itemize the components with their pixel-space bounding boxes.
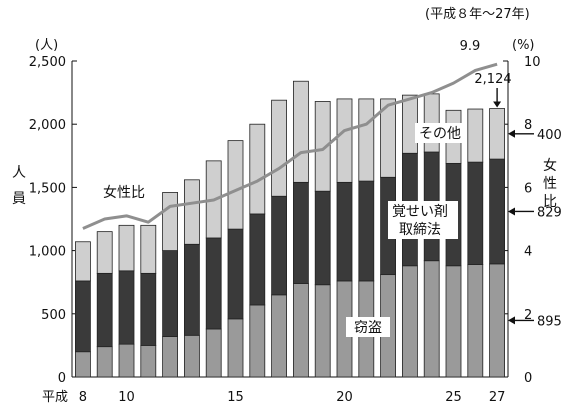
- annotation-drug-end-arrowhead: [508, 207, 515, 216]
- left-tick-label: 0: [58, 371, 66, 386]
- bar-segment: [423, 260, 440, 378]
- bar-segment: [380, 98, 397, 178]
- left-tick-label: 1,500: [29, 181, 66, 196]
- bar-segment: [314, 101, 331, 192]
- bar-segment: [118, 224, 135, 272]
- bar-segment: [489, 158, 506, 265]
- series-label-drug: 取締法: [399, 221, 441, 238]
- bar-segment: [162, 192, 179, 251]
- bar-segment: [183, 334, 200, 378]
- bar-segment: [489, 263, 506, 378]
- right-axis-title: 比: [543, 194, 557, 210]
- bar-segment: [205, 328, 222, 378]
- bar-segment: [118, 270, 135, 345]
- bar-segment: [96, 231, 113, 274]
- right-axis-title: 性: [543, 176, 557, 192]
- bar-segment: [227, 318, 244, 378]
- bar-segment: [227, 228, 244, 320]
- bar-segment: [292, 283, 309, 378]
- annotation-total-arrowhead: [493, 101, 502, 108]
- annotation-theft-end-arrowhead: [508, 316, 515, 325]
- right-tick-label: 10: [524, 55, 541, 70]
- bar-segment: [467, 264, 484, 378]
- bar-segment: [205, 237, 222, 330]
- line: [82, 62, 498, 230]
- series-label-drug: 覚せい剤: [392, 204, 448, 220]
- annotation-total-end: 2,124: [474, 72, 511, 87]
- bar-segment: [96, 346, 113, 378]
- left-axis-title: 員: [12, 191, 26, 207]
- line-label: 女性比: [103, 184, 145, 201]
- bar-segment: [292, 181, 309, 284]
- left-tick-label: 1,000: [29, 245, 66, 260]
- annotation-drug-end: 829: [537, 205, 562, 220]
- bar-segment: [314, 190, 331, 286]
- bar-segment: [118, 343, 135, 378]
- left-axis-unit: (人): [35, 38, 58, 53]
- x-tick-label: 27: [489, 390, 506, 405]
- bar-segment: [75, 280, 91, 353]
- bar-segment: [183, 179, 200, 245]
- bar-segment: [467, 108, 484, 163]
- right-tick-label: 6: [524, 181, 532, 196]
- right-tick-label: 4: [524, 245, 532, 260]
- label-bg-drug: [388, 201, 458, 239]
- bar-segment: [445, 265, 462, 378]
- annotation-line-end: 9.9: [460, 39, 481, 54]
- bar-segment: [271, 195, 288, 296]
- left-tick-label: 2,500: [29, 55, 66, 70]
- x-tick-label: 15: [227, 390, 244, 405]
- bar-segment: [336, 181, 353, 282]
- series-label-theft: 窃盗: [354, 320, 382, 336]
- right-tick-label: 2: [524, 308, 532, 323]
- right-axis-unit: (%): [512, 38, 535, 53]
- bar-segment: [467, 161, 484, 265]
- bar-segment: [249, 123, 266, 215]
- series-label-other: その他: [419, 126, 461, 142]
- label-bg-theft: [346, 317, 390, 337]
- bar-segment: [140, 224, 157, 274]
- bar-segment: [249, 304, 266, 378]
- bar-segment: [314, 284, 331, 378]
- bar-segment: [75, 241, 91, 282]
- annotation-other-end-arrowhead: [508, 129, 515, 138]
- chart-subtitle: (平成８年～27年): [425, 7, 530, 22]
- left-tick-label: 2,000: [29, 118, 66, 133]
- bar-segment: [336, 98, 353, 183]
- bar-segment: [358, 98, 375, 182]
- x-tick-label: 8: [79, 390, 87, 405]
- x-tick-label: 10: [118, 390, 135, 405]
- bar-segment: [162, 336, 179, 378]
- x-prefix-label: 平成: [42, 390, 68, 405]
- left-axis-title: 人: [12, 165, 26, 181]
- bar-segment: [96, 272, 113, 348]
- bar-segment: [423, 93, 440, 153]
- annotation-other-end: 400: [537, 128, 562, 143]
- x-tick-label: 25: [445, 390, 462, 405]
- left-tick-label: 500: [41, 308, 66, 323]
- bar-segment: [162, 250, 179, 337]
- x-tick-label: 20: [336, 390, 353, 405]
- bar-segment: [140, 272, 157, 346]
- bar-segment: [271, 294, 288, 378]
- bar-segment: [489, 108, 506, 160]
- label-bg-other: [415, 123, 465, 143]
- bar-segment: [249, 213, 266, 306]
- right-axis-title: 女: [543, 157, 557, 174]
- bar-segment: [271, 99, 288, 197]
- bar-segment: [140, 344, 157, 378]
- axes: 0 500 1,000 1,500 2,000 2,500 0 2 4 6 8 10 8 10 15 20 25…: [12, 38, 557, 405]
- annotation-theft-end: 895: [537, 314, 562, 329]
- right-tick-label: 0: [524, 371, 532, 386]
- bar-segment: [183, 243, 200, 336]
- right-tick-label: 8: [524, 118, 532, 133]
- bar-segment: [75, 351, 91, 378]
- bar-segment: [358, 180, 375, 282]
- bar-segment: [292, 80, 309, 183]
- bar-segment: [401, 265, 418, 378]
- female-ratio-line: [82, 62, 498, 230]
- bar-segment: [227, 140, 244, 230]
